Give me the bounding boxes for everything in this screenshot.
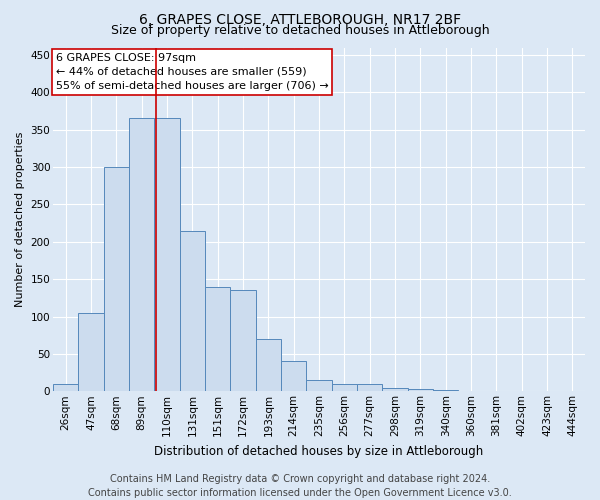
Bar: [458, 390, 484, 392]
Bar: [382, 388, 407, 392]
Text: Size of property relative to detached houses in Attleborough: Size of property relative to detached ho…: [110, 24, 490, 37]
Text: Contains HM Land Registry data © Crown copyright and database right 2024.
Contai: Contains HM Land Registry data © Crown c…: [88, 474, 512, 498]
Bar: [256, 339, 281, 392]
Y-axis label: Number of detached properties: Number of detached properties: [15, 132, 25, 307]
Bar: [307, 380, 332, 392]
Bar: [332, 384, 357, 392]
Bar: [281, 362, 307, 392]
Bar: [180, 230, 205, 392]
Bar: [104, 167, 129, 392]
X-axis label: Distribution of detached houses by size in Attleborough: Distribution of detached houses by size …: [154, 444, 484, 458]
Bar: [79, 313, 104, 392]
Text: 6, GRAPES CLOSE, ATTLEBOROUGH, NR17 2BF: 6, GRAPES CLOSE, ATTLEBOROUGH, NR17 2BF: [139, 12, 461, 26]
Bar: [357, 384, 382, 392]
Bar: [407, 389, 433, 392]
Text: 6 GRAPES CLOSE: 97sqm
← 44% of detached houses are smaller (559)
55% of semi-det: 6 GRAPES CLOSE: 97sqm ← 44% of detached …: [56, 52, 328, 90]
Bar: [205, 286, 230, 392]
Bar: [433, 390, 458, 392]
Bar: [53, 384, 79, 392]
Bar: [154, 118, 180, 392]
Bar: [129, 118, 154, 392]
Bar: [230, 290, 256, 392]
Bar: [560, 390, 585, 392]
